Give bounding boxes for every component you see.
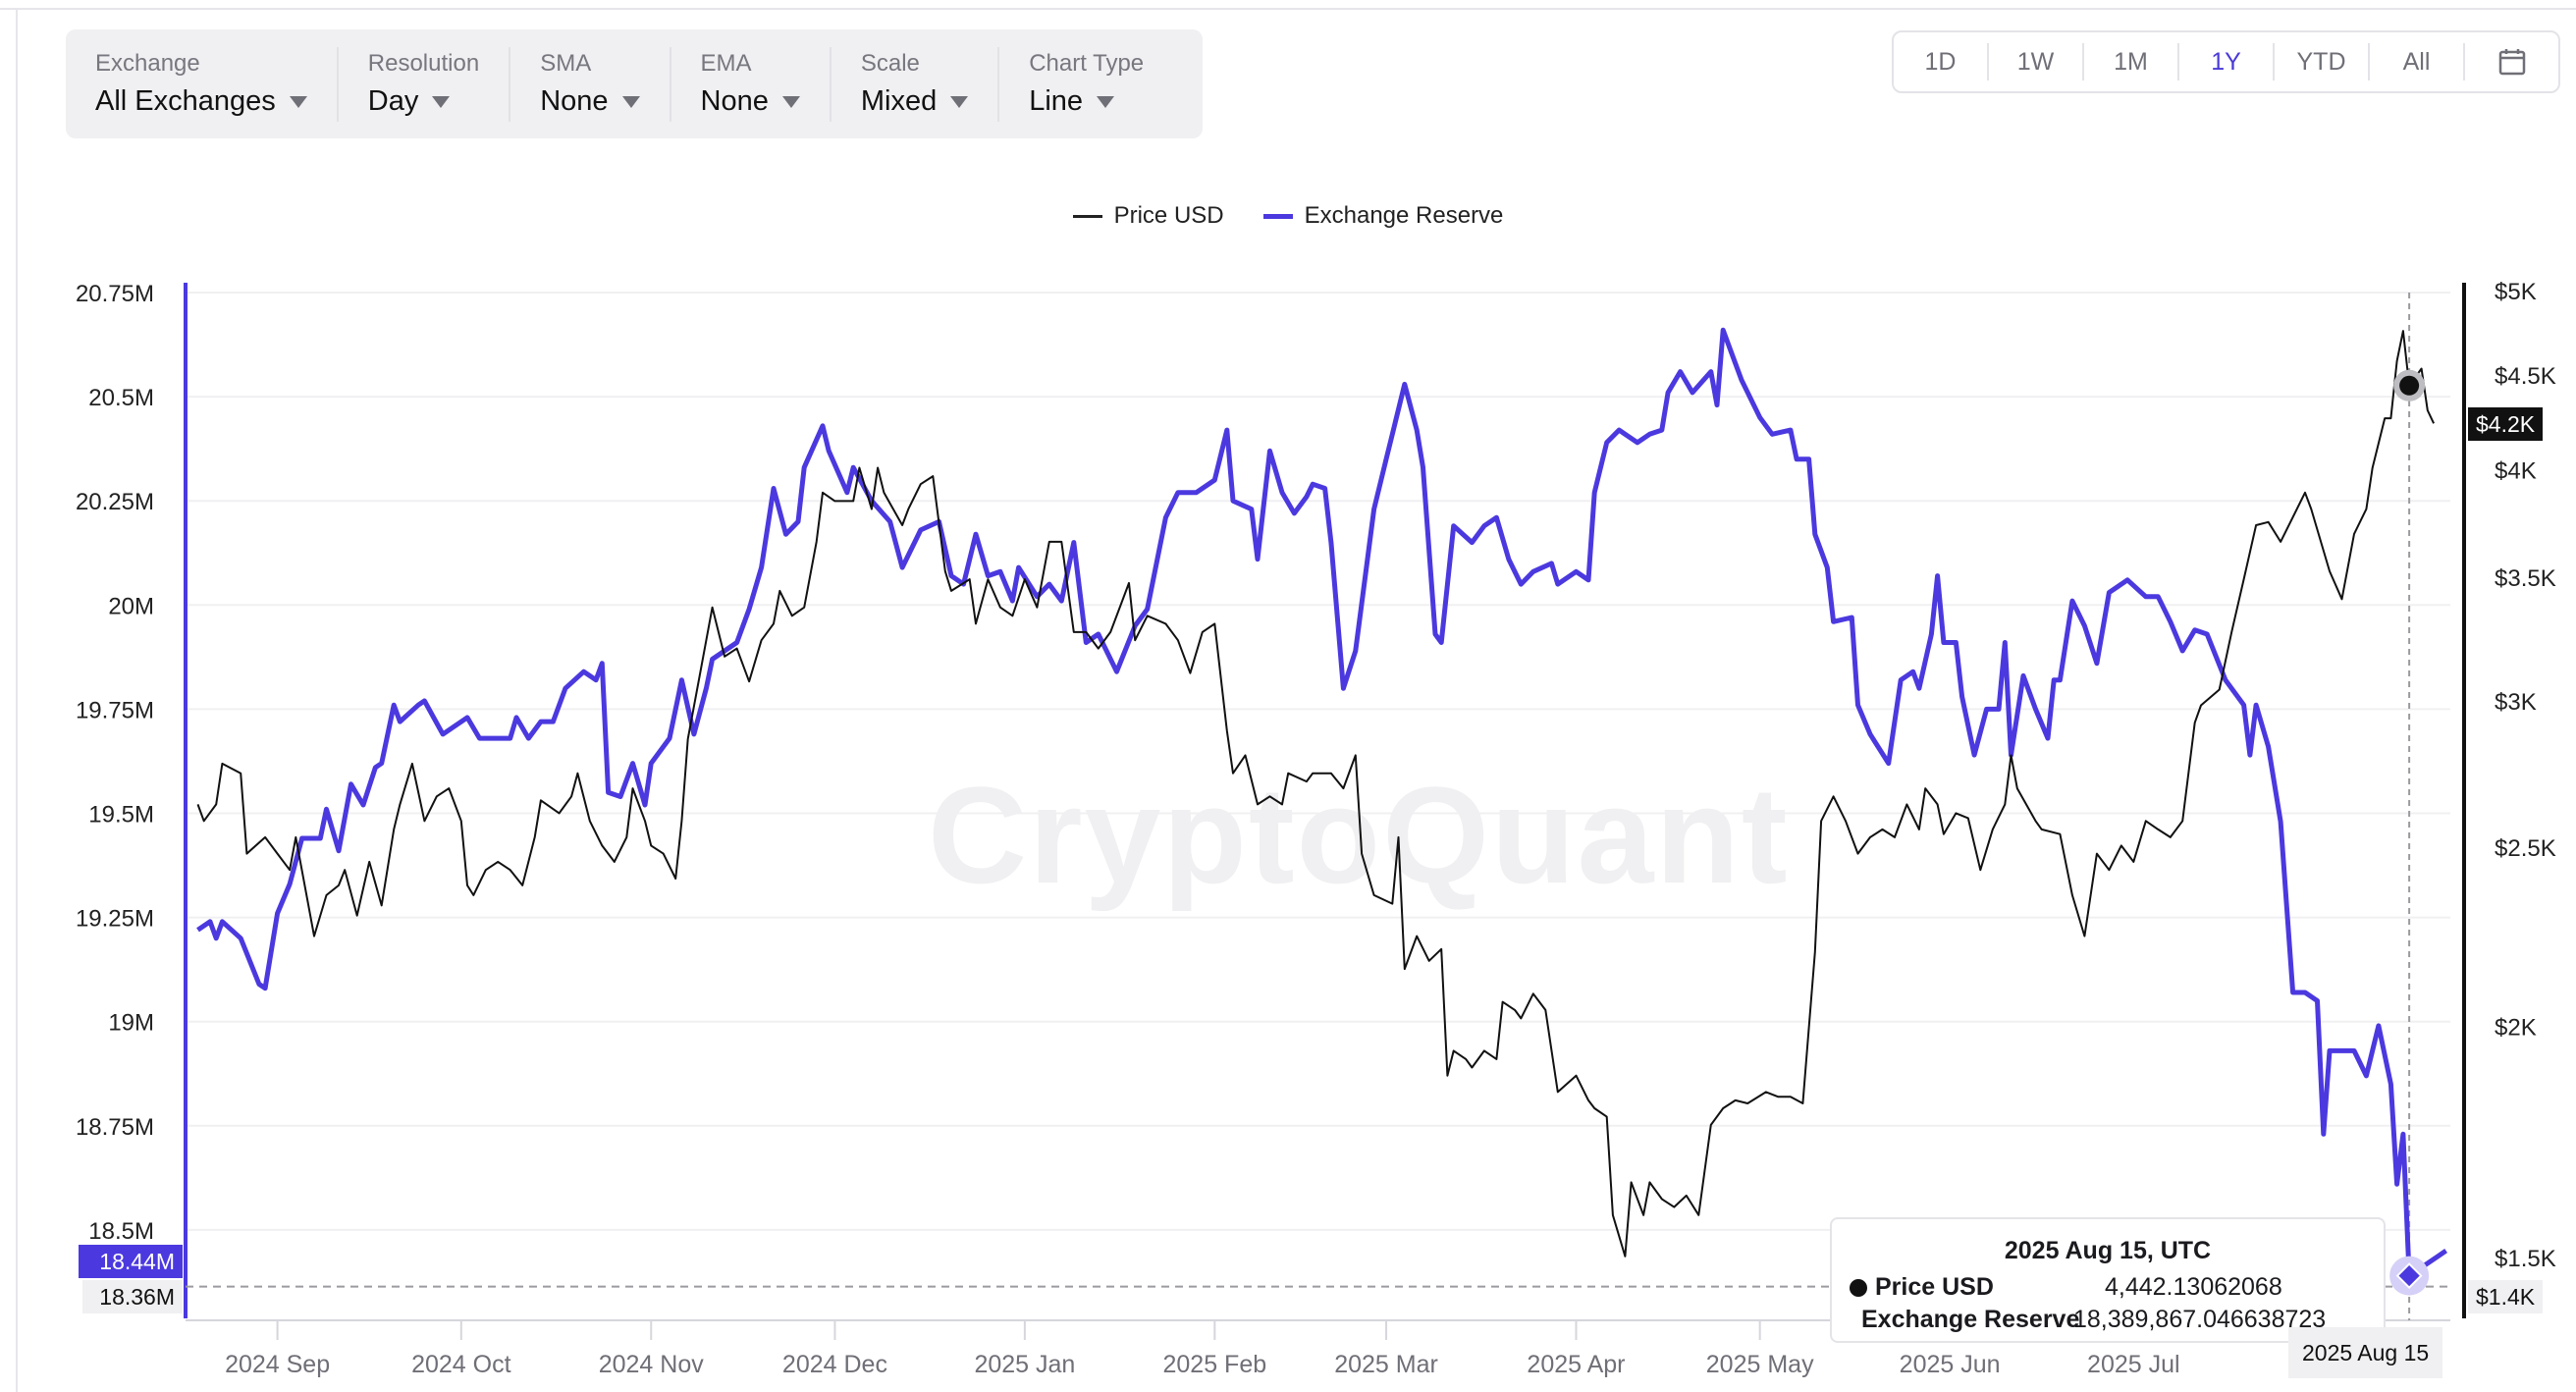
left-axis-tick-label: 19.5M (88, 802, 154, 829)
legend-item-price[interactable]: Price USD (1072, 202, 1224, 230)
filter-value: None (700, 85, 769, 117)
caret-down-icon (621, 95, 640, 108)
exchange-reserve-line[interactable] (196, 327, 2448, 1279)
legend-label-price: Price USD (1113, 202, 1224, 229)
filter-label: Chart Type (1029, 50, 1145, 77)
reserve-hover-marker (2395, 1262, 2423, 1289)
left-axis-tick-label: 19.25M (76, 906, 154, 933)
range-button-1y[interactable]: 1Y (2179, 43, 2275, 80)
hover-tooltip: 2025 Aug 15, UTC Price USD 4,442.1306206… (1830, 1217, 2386, 1343)
calendar-button[interactable] (2465, 47, 2558, 77)
left-axis-tick-label: 18.5M (88, 1218, 154, 1245)
circle-marker-icon (1850, 1278, 1867, 1297)
legend-label-reserve: Exchange Reserve (1304, 202, 1504, 229)
filter-label: Scale (860, 50, 920, 77)
tooltip-row-price: Price USD 4,442.13062068 (1850, 1271, 2366, 1304)
time-range-selector: 1D 1W 1M 1Y YTD All (1892, 30, 2560, 93)
filter-value: Mixed (860, 85, 938, 117)
tooltip-reserve-name: Exchange Reserve (1861, 1306, 2080, 1333)
x-axis-tick-label: 2024 Sep (225, 1351, 330, 1378)
x-axis-tick-label: 2025 Jan (974, 1351, 1075, 1378)
left-axis-tick-label: 20.75M (76, 281, 154, 307)
price-hover-marker (2399, 375, 2420, 396)
caret-down-icon (950, 95, 969, 108)
left-axis-tick-label: 18.75M (76, 1114, 154, 1141)
filter-resolution-dropdown[interactable]: Resolution Day (339, 46, 511, 122)
right-axis-tick-label: $3K (2495, 689, 2537, 716)
right-axis-tick-label: $4K (2495, 458, 2537, 485)
right-axis-tick-label: $3.5K (2495, 565, 2556, 592)
price-last-value-badge: $4.2K (2468, 407, 2544, 441)
tooltip-price-name: Price USD (1875, 1273, 1994, 1301)
filter-label: Resolution (367, 50, 480, 77)
diamond-marker-icon (1846, 1313, 1857, 1326)
caret-down-icon (781, 95, 800, 108)
filter-ema-dropdown[interactable]: EMA None (671, 46, 832, 122)
right-axis-tick-label: $2K (2495, 1015, 2537, 1042)
x-axis-tick-label: 2025 Feb (1162, 1351, 1266, 1378)
caret-down-icon (289, 95, 307, 108)
left-axis-tick-label: 19M (108, 1010, 154, 1037)
price-usd-line[interactable] (196, 330, 2436, 1258)
x-axis-tick-label: 2025 May (1706, 1351, 1814, 1378)
filter-value: Line (1029, 85, 1084, 117)
filter-value: All Exchanges (95, 85, 276, 117)
tooltip-row-reserve: Exchange Reserve 18,389,867.046638723 (1846, 1304, 2366, 1336)
filter-label: EMA (700, 50, 752, 77)
caret-down-icon (1097, 95, 1115, 108)
page-left-border (16, 10, 18, 1392)
x-axis-tick-label: 2024 Oct (411, 1351, 511, 1378)
range-button-1m[interactable]: 1M (2084, 43, 2179, 80)
right-axis-tick-label: $2.5K (2495, 835, 2556, 862)
calendar-icon (2498, 49, 2525, 76)
left-axis-tick-label: 20M (108, 593, 154, 619)
filter-exchange-dropdown[interactable]: Exchange All Exchanges (66, 46, 339, 122)
filter-sma-dropdown[interactable]: SMA None (510, 46, 671, 122)
right-axis-tick-label: $5K (2495, 279, 2537, 305)
tooltip-reserve-value: 18,389,867.046638723 (2073, 1306, 2327, 1333)
filter-label: Exchange (95, 50, 200, 77)
page-top-border (0, 8, 2576, 10)
reserve-hover-value-badge: 18.36M (82, 1280, 183, 1313)
chart-settings-toolbar: Exchange All Exchanges Resolution Day SMA … (66, 29, 1203, 138)
caret-down-icon (432, 95, 451, 108)
filter-value: Day (367, 85, 419, 117)
range-button-ytd[interactable]: YTD (2275, 43, 2370, 80)
chart-legend: Price USD Exchange Reserve (0, 202, 2576, 230)
x-axis-tick-label: 2024 Dec (782, 1351, 887, 1378)
hover-date-badge: 2025 Aug 15 (2288, 1327, 2443, 1378)
x-axis-tick-label: 2025 Apr (1527, 1351, 1625, 1378)
left-axis-tick-label: 19.75M (76, 697, 154, 723)
filter-scale-dropdown[interactable]: Scale Mixed (832, 46, 1000, 122)
left-axis-tick-label: 20.25M (76, 489, 154, 515)
x-axis-tick-label: 2025 Mar (1334, 1351, 1438, 1378)
x-axis-tick-label: 2024 Nov (599, 1351, 705, 1378)
x-axis-tick-label: 2025 Jun (1900, 1351, 2001, 1378)
reserve-last-value-badge: 18.44M (79, 1245, 183, 1278)
tooltip-title: 2025 Aug 15, UTC (2004, 1237, 2212, 1264)
filter-label: SMA (540, 50, 592, 77)
x-axis-tick-label: 2025 Jul (2087, 1351, 2180, 1378)
price-legend-line-icon (1072, 214, 1102, 218)
legend-item-reserve[interactable]: Exchange Reserve (1262, 202, 1504, 230)
left-axis-tick-label: 20.5M (88, 385, 154, 411)
tooltip-price-value: 4,442.13062068 (2105, 1273, 2282, 1301)
range-button-all[interactable]: All (2370, 43, 2465, 80)
filter-value: None (540, 85, 609, 117)
right-axis-tick-label: $1.5K (2495, 1246, 2556, 1272)
right-axis-tick-label: $4.5K (2495, 363, 2556, 390)
range-button-1w[interactable]: 1W (1989, 43, 2084, 80)
reserve-legend-line-icon (1262, 213, 1293, 219)
price-hover-value-badge: $1.4K (2468, 1280, 2544, 1313)
range-button-1d[interactable]: 1D (1894, 43, 1989, 80)
filter-chart-type-dropdown[interactable]: Chart Type Line (999, 47, 1173, 122)
